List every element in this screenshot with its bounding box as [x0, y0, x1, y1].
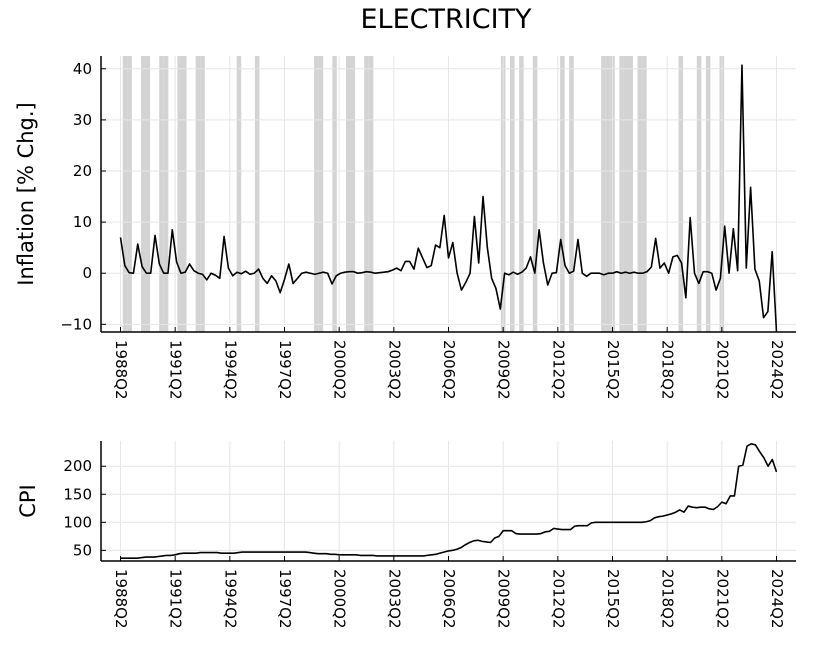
shaded-band: [236, 56, 242, 332]
shaded-band: [141, 56, 146, 332]
y-axis-label: Inflation [% Chg.]: [14, 102, 38, 286]
x-ticks: 1988Q2 1991Q2 1994Q2 1997Q2 2000Q2 2003Q2 2006…: [112, 556, 786, 629]
shaded-band: [696, 56, 702, 332]
inflation-panel: −10 0 10 20 30 40 1988Q2 1991Q2 1994Q2 1997Q2 200…: [14, 56, 796, 400]
shaded-band: [364, 56, 369, 332]
shaded-band: [127, 56, 132, 332]
shaded-band: [623, 56, 629, 332]
shaded-band: [705, 56, 711, 332]
x-tick-label: 2012Q2: [549, 340, 567, 400]
shaded-band: [200, 56, 205, 332]
x-tick-label: 1991Q2: [167, 569, 185, 629]
shaded-band: [314, 56, 319, 332]
shaded-band: [350, 56, 356, 332]
x-tick-label: 2003Q2: [385, 569, 403, 629]
shaded-band: [619, 56, 624, 332]
shaded-band: [532, 56, 538, 332]
y-tick-label: 20: [73, 162, 92, 180]
grid: [101, 441, 796, 561]
x-ticks: 1988Q2 1991Q2 1994Q2 1997Q2 2000Q2 2003Q2 2006…: [112, 327, 786, 400]
shaded-band: [159, 56, 164, 332]
x-tick-label: 1994Q2: [221, 340, 239, 400]
x-tick-label: 2003Q2: [385, 340, 403, 400]
y-tick-label: 150: [63, 485, 92, 503]
shaded-periods: [122, 56, 725, 332]
y-tick-label: 30: [73, 111, 92, 129]
x-tick-label: 2009Q2: [495, 340, 513, 400]
x-tick-label: 2000Q2: [331, 340, 349, 400]
x-tick-label: 2018Q2: [659, 569, 677, 629]
x-tick-label: 1997Q2: [276, 569, 294, 629]
chart-title: ELECTRICITY: [360, 4, 532, 35]
x-tick-label: 1994Q2: [221, 569, 239, 629]
x-tick-label: 2009Q2: [495, 569, 513, 629]
shaded-band: [346, 56, 351, 332]
x-tick-label: 2018Q2: [659, 340, 677, 400]
x-tick-label: 2012Q2: [549, 569, 567, 629]
shaded-band: [637, 56, 643, 332]
y-tick-label: 50: [73, 541, 92, 559]
x-tick-label: 1991Q2: [167, 340, 185, 400]
y-tick-label: 40: [73, 60, 92, 78]
shaded-band: [368, 56, 374, 332]
y-ticks: 50 100 150 200: [63, 457, 106, 559]
y-tick-label: 0: [82, 264, 92, 282]
shaded-band: [163, 56, 169, 332]
x-tick-label: 2021Q2: [713, 340, 731, 400]
shaded-band: [569, 56, 574, 332]
cpi-panel: 50 100 150 200 1988Q2 1991Q2 1994Q2 1997Q2 2000…: [16, 441, 796, 629]
shaded-band: [318, 56, 324, 332]
x-tick-label: 2024Q2: [768, 569, 786, 629]
x-tick-label: 2006Q2: [440, 569, 458, 629]
y-ticks: −10 0 10 20 30 40: [60, 60, 106, 333]
shaded-band: [519, 56, 524, 332]
shaded-band: [605, 56, 611, 332]
shaded-band: [678, 56, 684, 332]
inflation-series-line: [119, 64, 778, 333]
y-tick-label: 200: [63, 457, 92, 475]
y-axis-label: CPI: [16, 484, 40, 518]
shaded-band: [642, 56, 647, 332]
x-tick-label: 2006Q2: [440, 340, 458, 400]
grid: [101, 56, 796, 332]
shaded-band: [254, 56, 260, 332]
shaded-band: [177, 56, 182, 332]
x-tick-label: 2000Q2: [331, 569, 349, 629]
shaded-band: [628, 56, 633, 332]
x-tick-label: 2024Q2: [768, 340, 786, 400]
shaded-band: [195, 56, 201, 332]
shaded-band: [510, 56, 515, 332]
shaded-band: [145, 56, 151, 332]
x-tick-label: 2021Q2: [713, 569, 731, 629]
x-tick-label: 1988Q2: [112, 340, 130, 400]
x-tick-label: 2015Q2: [604, 340, 622, 400]
shaded-band: [332, 56, 337, 332]
x-tick-label: 1997Q2: [276, 340, 294, 400]
shaded-band: [122, 56, 128, 332]
y-tick-label: −10: [60, 315, 92, 333]
y-tick-label: 10: [73, 213, 92, 231]
x-tick-label: 2015Q2: [604, 569, 622, 629]
shaded-band: [182, 56, 187, 332]
shaded-band: [601, 56, 606, 332]
shaded-band: [560, 56, 565, 332]
y-tick-label: 100: [63, 513, 92, 531]
cpi-series-line: [120, 443, 778, 559]
x-tick-label: 1988Q2: [112, 569, 130, 629]
